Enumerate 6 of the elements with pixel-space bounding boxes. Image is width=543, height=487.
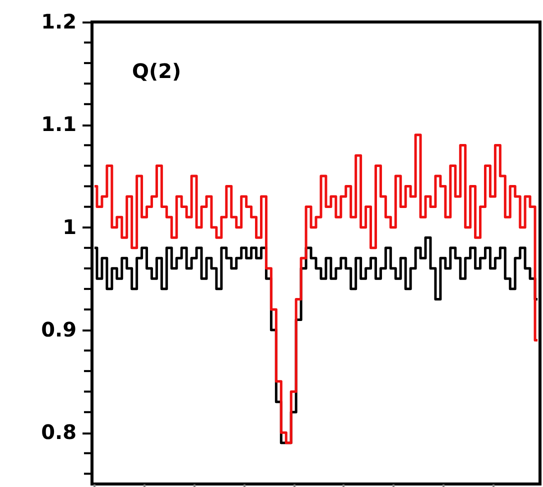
y-tick-label: 1: [62, 214, 76, 239]
y-tick-label: 1.1: [41, 112, 76, 136]
y-tick-label: 0.9: [41, 318, 76, 342]
annotation: Q(2): [132, 59, 182, 83]
y-tick-label: 1.2: [41, 10, 76, 34]
y-tick-label: 0.8: [41, 420, 76, 444]
